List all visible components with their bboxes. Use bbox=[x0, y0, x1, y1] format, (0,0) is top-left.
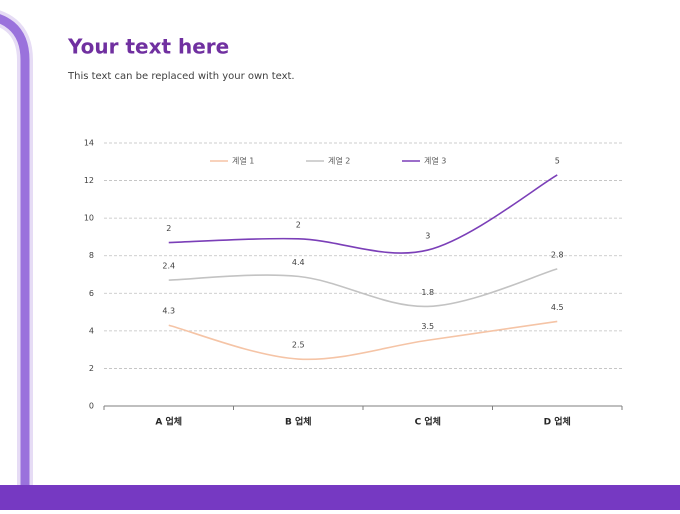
y-tick-label: 6 bbox=[89, 289, 94, 298]
series-line bbox=[168, 174, 558, 254]
data-label: 4.5 bbox=[551, 303, 564, 312]
data-label: 2.5 bbox=[292, 341, 305, 350]
data-label: 1.8 bbox=[421, 288, 434, 297]
footer-band bbox=[0, 485, 680, 510]
data-label: 4.3 bbox=[162, 307, 175, 316]
series-line bbox=[168, 268, 558, 308]
data-label: 2 bbox=[296, 220, 301, 229]
title: Your text here bbox=[67, 35, 229, 59]
y-tick-label: 0 bbox=[89, 402, 94, 411]
data-label: 5 bbox=[555, 156, 560, 165]
data-label: 2.8 bbox=[551, 250, 564, 259]
data-label: 2.4 bbox=[162, 262, 175, 271]
x-tick-label: C 업체 bbox=[415, 416, 441, 428]
y-tick-label: 2 bbox=[89, 364, 94, 373]
data-label: 4.4 bbox=[292, 258, 305, 267]
y-tick-label: 8 bbox=[89, 251, 94, 260]
legend-label: 계열 1 bbox=[232, 156, 254, 166]
x-tick-label: A 업체 bbox=[155, 416, 182, 428]
series-line bbox=[168, 320, 558, 361]
decor-arch bbox=[0, 14, 30, 510]
y-tick-label: 14 bbox=[84, 139, 94, 148]
y-tick-label: 4 bbox=[89, 326, 94, 335]
y-tick-label: 12 bbox=[84, 176, 94, 185]
x-tick-label: D 업체 bbox=[544, 416, 571, 428]
data-label: 3 bbox=[425, 232, 430, 241]
data-label: 3.5 bbox=[421, 322, 434, 331]
y-tick-label: 10 bbox=[84, 214, 94, 223]
legend-label: 계열 3 bbox=[424, 156, 446, 166]
subtitle: This text can be replaced with your own … bbox=[67, 71, 295, 82]
x-tick-label: B 업체 bbox=[285, 416, 312, 428]
data-label: 2 bbox=[166, 224, 171, 233]
legend-label: 계열 2 bbox=[328, 156, 350, 166]
